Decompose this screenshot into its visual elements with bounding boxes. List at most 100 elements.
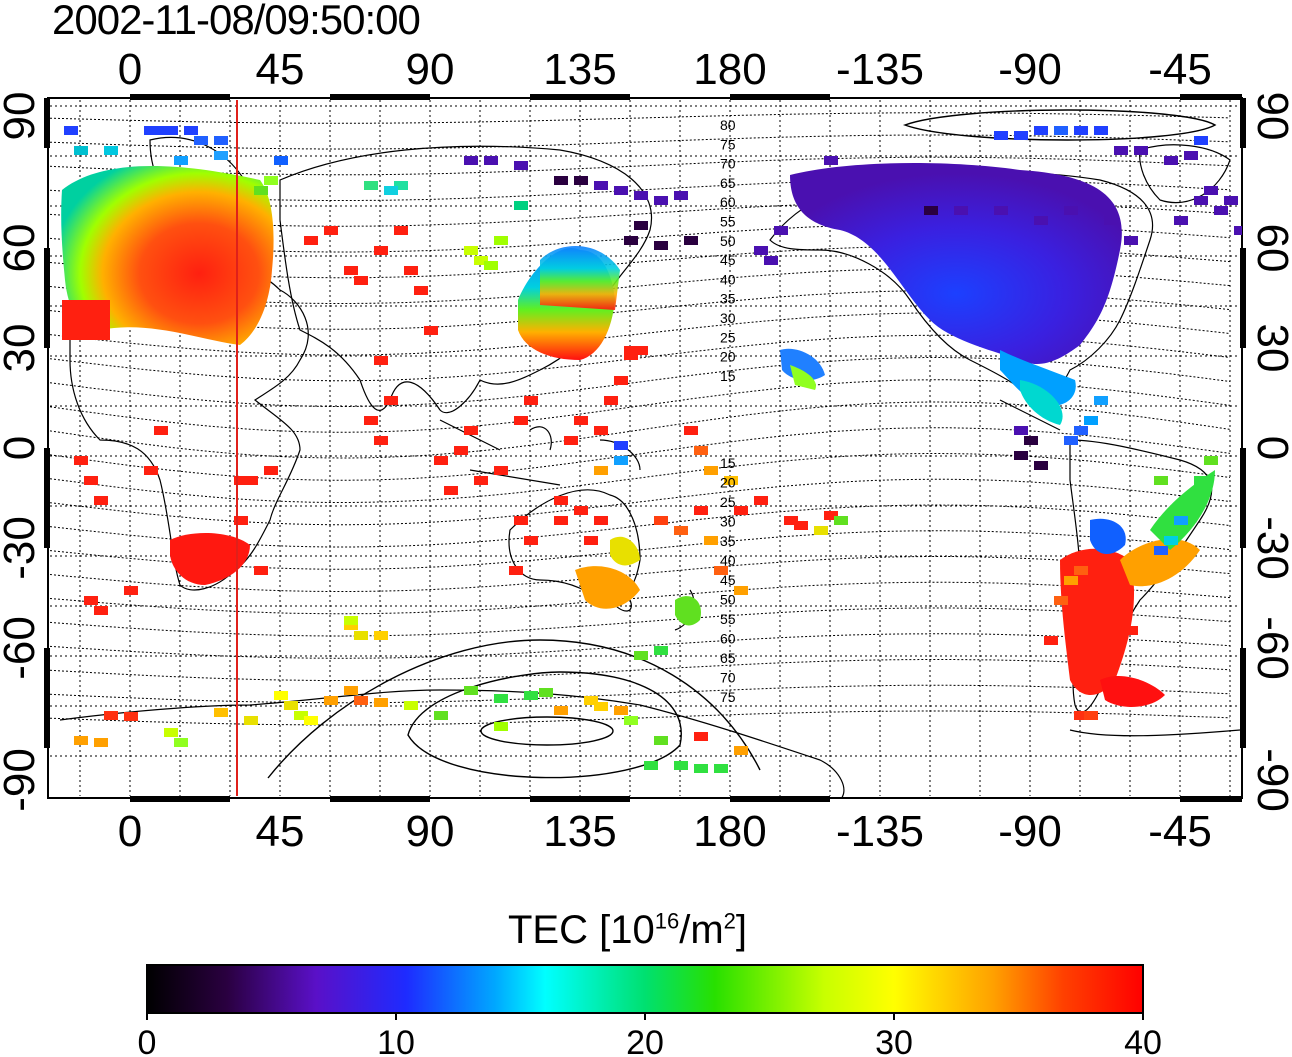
tec-cell — [574, 176, 588, 185]
bottom-longitude-labels: 0 45 90 135 180 -135 -90 -45 — [118, 807, 1212, 856]
tec-cell — [574, 416, 588, 425]
tec-cell — [234, 476, 248, 485]
contour-label: 70 — [720, 156, 736, 172]
tec-cell — [724, 476, 738, 485]
tec-cell — [194, 136, 208, 145]
tec-cell — [1014, 426, 1028, 435]
tec-cell — [1024, 436, 1038, 445]
tec-cell — [364, 181, 378, 190]
tec-cell — [1214, 206, 1228, 215]
tec-cell — [94, 606, 108, 615]
tec-cell — [754, 496, 768, 505]
tec-cell — [1204, 456, 1218, 465]
tec-cell — [514, 516, 528, 525]
tec-cell — [584, 536, 598, 545]
colorbar-title-prefix: TEC [10 — [508, 908, 655, 952]
tec-cell — [1064, 436, 1078, 445]
timestamp-title: 2002-11-08/09:50:00 — [52, 0, 421, 43]
tec-cell — [784, 516, 798, 525]
colorbar-tick-label: 40 — [1124, 1024, 1162, 1057]
tec-cell — [1044, 636, 1058, 645]
right-lat-label: 0 — [1248, 436, 1292, 460]
tec-cell — [684, 236, 698, 245]
contour-label: 65 — [720, 650, 736, 666]
right-lat-label: 60 — [1248, 224, 1292, 273]
contour-label: 55 — [720, 214, 736, 230]
tec-cell — [1014, 451, 1028, 460]
tec-cell — [554, 706, 568, 715]
tec-cell — [694, 764, 708, 773]
contour-label: 35 — [720, 533, 736, 549]
tec-cell — [264, 466, 278, 475]
tec-cell — [494, 694, 508, 703]
tec-cell — [1034, 126, 1048, 135]
tec-cell — [94, 496, 108, 505]
tec-cell — [494, 466, 508, 475]
contour-label: 20 — [720, 349, 736, 365]
tec-cell — [1084, 711, 1098, 720]
tec-cell — [774, 226, 788, 235]
tec-cell — [654, 646, 668, 655]
tec-cell — [594, 426, 608, 435]
colorbar-tick-label: 20 — [626, 1024, 664, 1057]
tec-cell — [474, 476, 488, 485]
tec-cell — [264, 176, 278, 185]
tec-cell — [1014, 131, 1028, 140]
tec-cell — [454, 446, 468, 455]
tec-cell — [74, 456, 88, 465]
tec-cell — [154, 126, 168, 135]
right-lat-label: -30 — [1248, 516, 1292, 580]
tec-data-cells — [64, 126, 1242, 773]
tec-cell — [374, 246, 388, 255]
tec-cell — [354, 276, 368, 285]
tec-cell — [514, 416, 528, 425]
tec-cell — [1204, 186, 1218, 195]
contour-label: 65 — [720, 175, 736, 191]
tec-cell — [464, 686, 478, 695]
top-longitude-labels: 0 45 90 135 180 -135 -90 -45 — [118, 45, 1212, 94]
tec-cell — [464, 426, 478, 435]
tec-cell — [1064, 206, 1078, 215]
top-lon-label: 90 — [406, 45, 455, 94]
tec-cell — [394, 226, 408, 235]
tec-cell — [704, 466, 718, 475]
tec-cell — [244, 716, 258, 725]
colorbar-tick-labels: 0 10 20 30 40 — [138, 1013, 1162, 1057]
contour-label: 75 — [720, 136, 736, 152]
tec-cell — [794, 521, 808, 530]
tec-cell — [1064, 576, 1078, 585]
tec-cell — [1074, 126, 1088, 135]
tec-cell — [304, 236, 318, 245]
tec-cell — [414, 286, 428, 295]
tec-cell — [1184, 151, 1198, 160]
tec-cell — [1174, 216, 1188, 225]
contour-label: 60 — [720, 194, 736, 210]
tec-cell — [704, 536, 718, 545]
tec-cell — [404, 701, 418, 710]
bottom-lon-label: 45 — [256, 807, 305, 856]
tec-cell — [214, 136, 228, 145]
tec-cell — [754, 246, 768, 255]
tec-cell — [1034, 461, 1048, 470]
tec-cell — [539, 688, 553, 697]
top-lon-label: -135 — [836, 45, 924, 94]
right-lat-label: -90 — [1248, 748, 1292, 812]
tec-cell — [644, 761, 658, 770]
tec-cell — [484, 261, 498, 270]
contour-label: 50 — [720, 233, 736, 249]
tec-cell — [64, 126, 78, 135]
contour-label: 20 — [720, 475, 736, 491]
tec-cell — [694, 732, 708, 741]
tec-cell — [1164, 536, 1178, 545]
left-lat-label: -60 — [0, 616, 44, 680]
contour-label: 45 — [720, 572, 736, 588]
contour-label: 40 — [720, 553, 736, 569]
tec-cell — [1074, 566, 1088, 575]
bottom-lon-label: 180 — [693, 807, 766, 856]
top-lon-label: 45 — [256, 45, 305, 94]
contour-label: 30 — [720, 514, 736, 530]
tec-cell — [384, 186, 398, 195]
tec-cell — [924, 206, 938, 215]
tec-cell — [74, 146, 88, 155]
